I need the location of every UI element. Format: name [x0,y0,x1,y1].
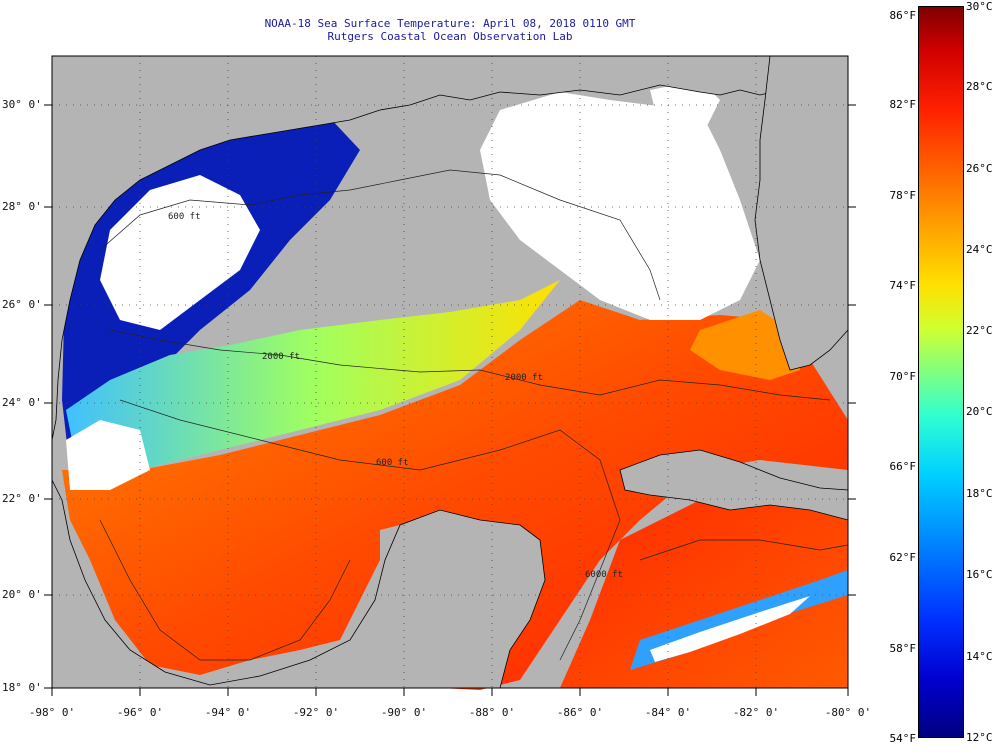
contour-label: 6000 ft [585,570,623,580]
warm-gulf-water [62,300,848,690]
lat-label: 20° 0' [2,588,42,601]
contour-6000ft [119,399,621,661]
florida-warm-patch [690,310,800,380]
celsius-label: 28°C [966,80,993,93]
cloud-layer [66,80,760,490]
mexico-yucatan-land [51,479,546,689]
lon-label: -88° 0' [468,706,516,719]
lon-label: -98° 0' [28,706,76,719]
fahrenheit-label: 70°F [889,370,917,383]
temperature-colorbar [918,6,964,738]
lat-label: 24° 0' [2,396,42,409]
lon-label: -80° 0' [824,706,872,719]
cloud-north-central [480,92,760,320]
map-title: NOAA-18 Sea Surface Temperature: April 0… [264,17,636,30]
contour-label: 2000 ft [262,352,300,362]
celsius-label: 24°C [966,243,993,256]
graticule [52,56,848,688]
celsius-label: 14°C [966,650,993,663]
florida-peninsula [754,55,849,371]
fahrenheit-label: 74°F [889,279,917,292]
lat-label: 26° 0' [2,298,42,311]
axis-ticks [44,104,856,696]
contour-600ft [99,169,661,301]
fahrenheit-label: 82°F [889,98,917,111]
lat-label: 28° 0' [2,200,42,213]
lon-label: -92° 0' [292,706,340,719]
fahrenheit-label: 86°F [889,9,917,22]
map-subtitle: Rutgers Coastal Ocean Observation Lab [327,30,573,43]
contour-label: 2000 ft [505,373,543,383]
lon-label: -84° 0' [644,706,692,719]
cloud-west-shelf [100,175,260,330]
lon-label: -90° 0' [380,706,428,719]
celsius-label: 16°C [966,568,993,581]
celsius-label: 20°C [966,405,993,418]
us-gulf-coast-land [51,55,849,441]
map-border [51,55,849,689]
fahrenheit-label: 66°F [889,460,917,473]
fahrenheit-label: 78°F [889,189,917,202]
celsius-label: 12°C [966,731,993,744]
fahrenheit-label: 58°F [889,642,917,655]
lon-label: -82° 0' [732,706,780,719]
caribbean-cloud-band [650,596,810,662]
caribbean-water [560,490,848,688]
cloud-florida-shelf [650,80,720,140]
lon-label: -86° 0' [556,706,604,719]
cloud-mexico-coast [66,420,150,490]
celsius-label: 22°C [966,324,993,337]
contour-label: 600 ft [376,458,409,468]
lat-label: 18° 0' [2,681,42,694]
lat-label: 30° 0' [2,98,42,111]
fahrenheit-label: 62°F [889,551,917,564]
shelf-transition-water [66,280,560,480]
celsius-label: 26°C [966,162,993,175]
contour-label: 600 ft [168,212,201,222]
celsius-label: 30°C [966,0,993,13]
lat-label: 22° 0' [2,492,42,505]
contour-mexico-shelf [99,519,351,661]
lon-label: -96° 0' [116,706,164,719]
celsius-label: 18°C [966,487,993,500]
contour-2000ft [109,329,831,401]
lon-label: -94° 0' [204,706,252,719]
bathymetry-contours [99,169,849,661]
contour-caribbean [639,539,849,561]
land-layer [51,55,849,689]
fahrenheit-label: 54°F [889,732,917,745]
